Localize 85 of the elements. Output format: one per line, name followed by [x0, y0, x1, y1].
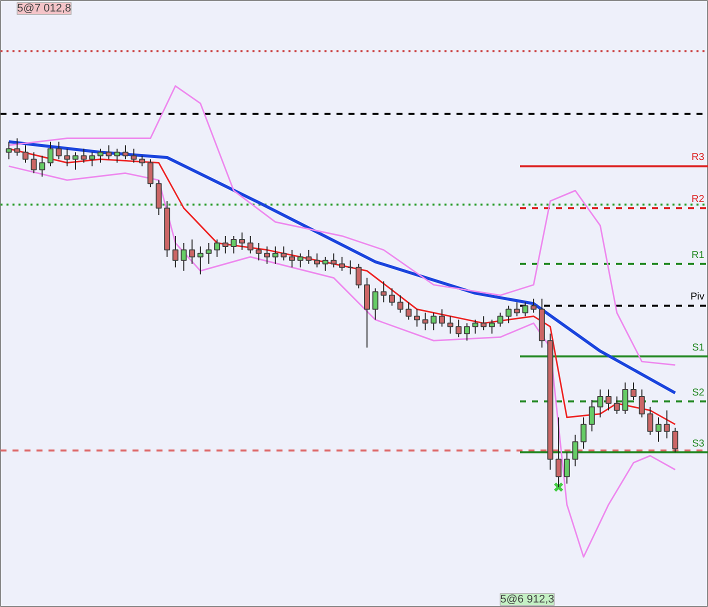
- candlestick: [480, 316, 487, 331]
- candlestick: [597, 388, 604, 418]
- candlestick: [414, 308, 420, 328]
- candlestick: [106, 144, 112, 160]
- candlestick: [80, 148, 87, 164]
- candlestick: [272, 246, 278, 264]
- text: 5@7 012,8: [17, 2, 72, 14]
- candlestick: [588, 399, 595, 432]
- candlestick: [64, 148, 70, 167]
- candlestick: [222, 235, 228, 254]
- candlestick: [647, 406, 654, 436]
- candlestick: [56, 141, 62, 160]
- candlestick: [122, 144, 128, 160]
- candlestick: [189, 238, 196, 264]
- candlestick: [289, 249, 296, 268]
- candlestick: [172, 235, 178, 268]
- candlestick: [488, 319, 495, 334]
- candlestick: [114, 148, 120, 164]
- text: 5@6 912,3: [500, 594, 554, 606]
- candlestick: [206, 242, 212, 264]
- candlestick: [14, 138, 20, 156]
- candlestick: [322, 256, 328, 272]
- candlestick: [397, 294, 404, 314]
- candlestick: [180, 242, 187, 272]
- candlestick: [97, 148, 104, 164]
- candlestick: [656, 416, 662, 442]
- candlestick: [380, 280, 387, 303]
- ref-line-label: R1: [692, 250, 705, 261]
- candlestick: [514, 302, 520, 317]
- candlestick: [456, 319, 462, 338]
- candlestick: [264, 246, 270, 264]
- candlestick: [572, 434, 578, 467]
- candlestick: [422, 312, 428, 331]
- candlestick: [339, 256, 346, 272]
- candlestick: [580, 416, 587, 450]
- ref-line-label: R2: [692, 194, 705, 206]
- candlestick: [664, 410, 670, 439]
- candlestick: [672, 427, 678, 453]
- candlestick: [147, 158, 154, 188]
- candlestick: [330, 252, 337, 268]
- candlestick: [239, 232, 246, 250]
- candlestick: [530, 298, 537, 314]
- candlestick: [464, 322, 470, 342]
- candlestick: [356, 263, 362, 289]
- candlestick: [622, 382, 628, 414]
- candlestick: [256, 242, 262, 261]
- candlestick: [347, 260, 354, 275]
- candlestick: [6, 141, 12, 160]
- ref-line-label: S1: [692, 342, 705, 354]
- candlestick: [506, 305, 512, 324]
- candlestick: [230, 235, 237, 254]
- candlestick: [197, 246, 204, 275]
- candlestick: [438, 308, 445, 328]
- candlestick: [564, 452, 570, 484]
- ref-line-label: R3: [692, 152, 705, 164]
- candlestick: [139, 155, 146, 167]
- ref-line-label: Piv: [690, 292, 704, 303]
- candlestick: [130, 148, 137, 164]
- candlestick: [372, 288, 378, 320]
- candlestick: [214, 238, 220, 258]
- candlestick: [280, 246, 287, 261]
- candlestick: [614, 396, 620, 414]
- candlestick: [430, 312, 437, 331]
- ref-line-label: S3: [692, 438, 705, 450]
- candlestick: [638, 388, 645, 418]
- candlestick: [22, 144, 28, 164]
- candlestick: [556, 416, 562, 488]
- candlestick: [497, 312, 504, 328]
- candlestick: [89, 152, 96, 167]
- candlestick: [30, 152, 37, 174]
- candlestick: [247, 235, 254, 254]
- candlestick: [522, 302, 528, 317]
- candlestick: [72, 152, 78, 170]
- candlestick: [297, 252, 304, 268]
- candlestick: [630, 382, 637, 400]
- candlestick: [388, 288, 395, 306]
- candlestick: [406, 302, 412, 320]
- candlestick: [606, 388, 612, 411]
- ref-line-label: S2: [692, 387, 705, 398]
- candlestick: [314, 252, 320, 268]
- candlestick: [447, 316, 454, 334]
- candlestick: [47, 141, 54, 167]
- candlestick: [472, 319, 478, 334]
- candlestick: [306, 249, 312, 264]
- candlestick: [39, 155, 46, 178]
